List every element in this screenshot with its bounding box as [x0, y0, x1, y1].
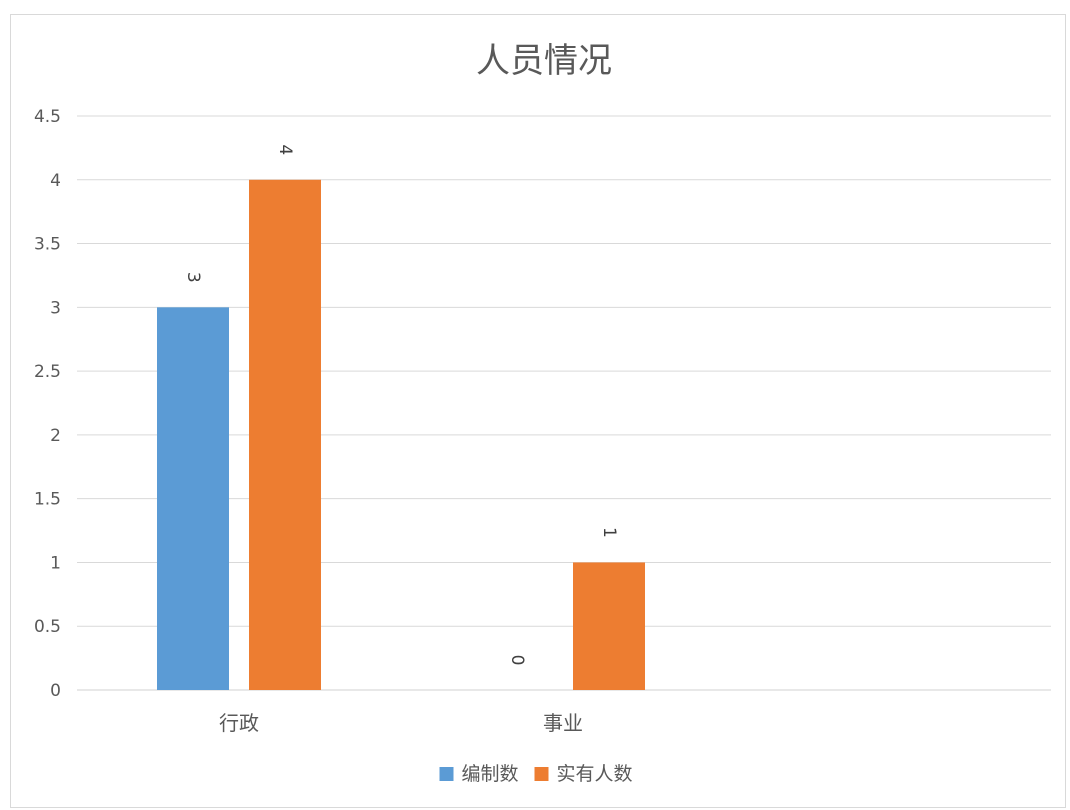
data-label: 1 — [599, 527, 619, 538]
y-tick-label: 4 — [50, 171, 61, 191]
data-label: 3 — [183, 272, 203, 283]
y-tick-label: 3 — [50, 298, 61, 318]
chart-title: 人员情况 — [476, 41, 612, 81]
category-label: 事业 — [543, 711, 583, 735]
bars — [157, 179, 645, 690]
y-tick-label: 3.5 — [34, 235, 61, 255]
gridlines — [77, 115, 1051, 691]
data-label: 0 — [507, 655, 527, 666]
data-labels: 3 4 0 1 — [183, 144, 619, 665]
bar-series1 — [157, 307, 229, 690]
legend-label: 实有人数 — [557, 763, 633, 785]
bar-series2 — [573, 562, 645, 690]
legend-swatch — [534, 767, 549, 781]
x-axis-category-labels: 行政 事业 — [219, 711, 583, 735]
data-label: 4 — [275, 144, 295, 155]
y-tick-label: 0.5 — [34, 617, 61, 637]
y-tick-label: 2 — [50, 426, 61, 446]
y-tick-label: 1.5 — [34, 490, 61, 510]
legend-swatch — [439, 767, 454, 781]
bar-series2 — [249, 179, 321, 690]
y-tick-label: 2.5 — [34, 362, 61, 382]
chart-container: 人员情况 0 0.5 1 1.5 2 2.5 3 3.5 4 4.5 3 4 0 1 行政 事业 编制数 实… — [10, 14, 1066, 808]
category-label: 行政 — [219, 711, 259, 735]
legend-label: 编制数 — [462, 763, 519, 785]
y-tick-label: 1 — [50, 553, 61, 573]
y-axis-tick-labels: 0 0.5 1 1.5 2 2.5 3 3.5 4 4.5 — [34, 107, 61, 701]
y-tick-label: 0 — [50, 681, 61, 701]
bar-chart: 人员情况 0 0.5 1 1.5 2 2.5 3 3.5 4 4.5 3 4 0 1 行政 事业 编制数 实… — [34, 41, 1051, 785]
legend: 编制数 实有人数 — [439, 763, 633, 785]
y-tick-label: 4.5 — [34, 107, 61, 127]
